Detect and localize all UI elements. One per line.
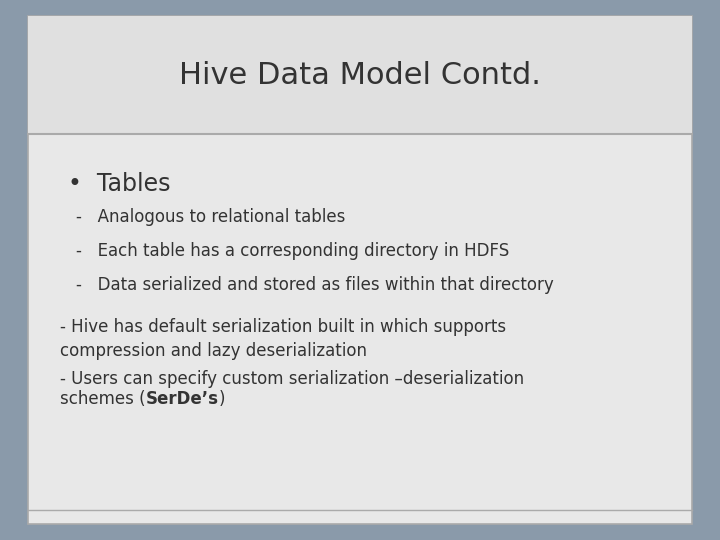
Text: -   Data serialized and stored as files within that directory: - Data serialized and stored as files wi… (76, 276, 554, 294)
Text: -   Analogous to relational tables: - Analogous to relational tables (76, 208, 346, 226)
Text: - Hive has default serialization built in which supports
compression and lazy de: - Hive has default serialization built i… (60, 318, 506, 360)
Text: Hive Data Model Contd.: Hive Data Model Contd. (179, 60, 541, 90)
Text: - Users can specify custom serialization –deserialization: - Users can specify custom serialization… (60, 370, 524, 388)
Text: SerDe’s: SerDe’s (145, 390, 218, 408)
FancyBboxPatch shape (28, 16, 692, 524)
Text: schemes (: schemes ( (60, 390, 145, 408)
Text: -   Each table has a corresponding directory in HDFS: - Each table has a corresponding directo… (76, 242, 509, 260)
FancyBboxPatch shape (28, 16, 692, 134)
Text: •  Tables: • Tables (68, 172, 171, 196)
Text: ): ) (218, 390, 225, 408)
